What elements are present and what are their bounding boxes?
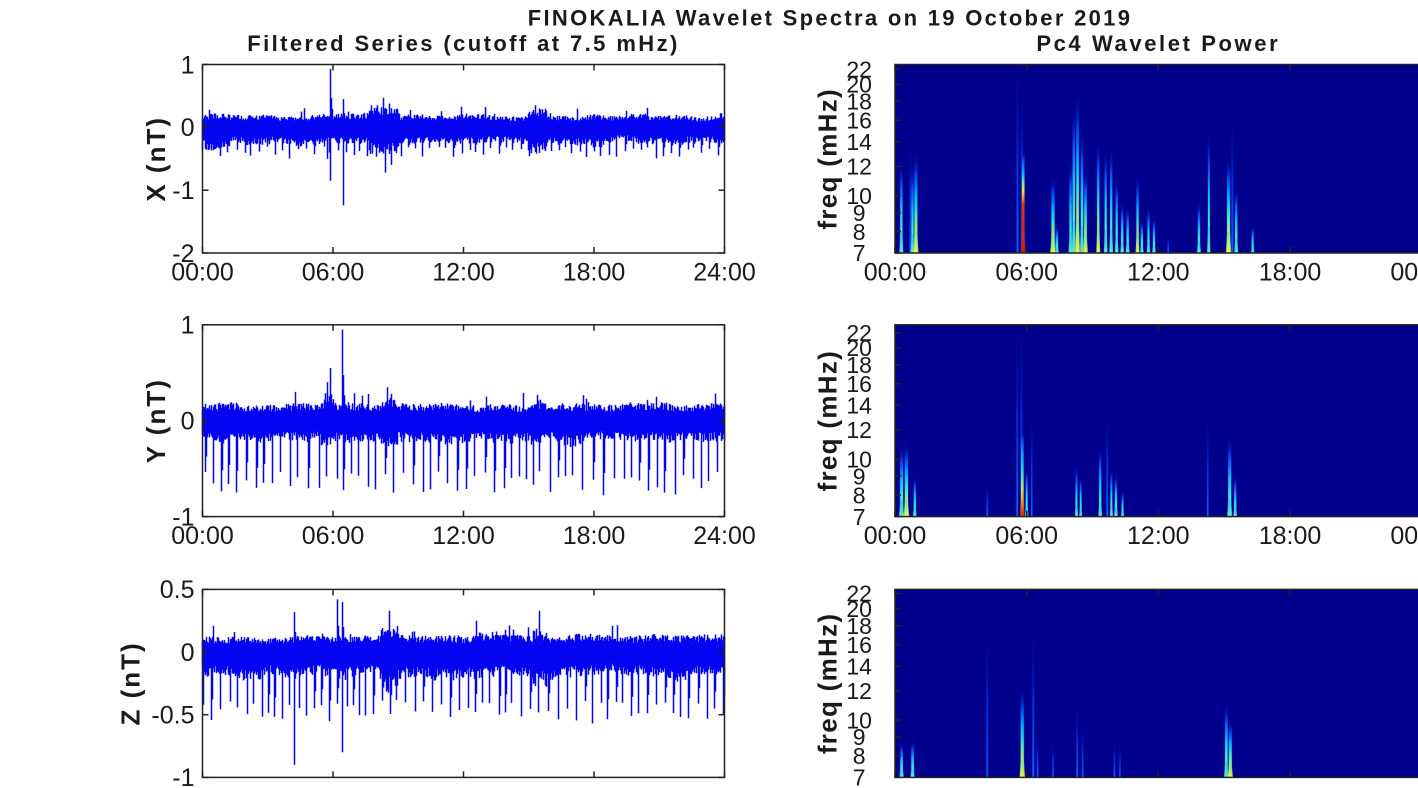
svg-text:0: 0 xyxy=(181,639,195,667)
svg-text:12:00: 12:00 xyxy=(1127,522,1190,550)
svg-text:12: 12 xyxy=(846,154,872,180)
svg-text:18:00: 18:00 xyxy=(1259,522,1322,550)
svg-text:9: 9 xyxy=(853,724,866,750)
svg-text:Filtered Series (cutoff at 7.5: Filtered Series (cutoff at 7.5 mHz) xyxy=(247,31,679,56)
svg-text:12: 12 xyxy=(846,678,872,704)
svg-text:1: 1 xyxy=(181,51,195,79)
svg-text:10: 10 xyxy=(846,447,872,473)
svg-text:18: 18 xyxy=(846,352,872,378)
svg-text:20: 20 xyxy=(846,335,872,361)
svg-text:16: 16 xyxy=(846,107,872,133)
svg-text:14: 14 xyxy=(846,393,872,419)
svg-text:06:00: 06:00 xyxy=(302,258,365,286)
svg-text:X (nT): X (nT) xyxy=(141,116,171,202)
svg-text:Y (nT): Y (nT) xyxy=(141,378,171,463)
svg-text:18: 18 xyxy=(846,89,872,115)
svg-text:freq (mHz): freq (mHz) xyxy=(813,350,843,492)
svg-text:0: 0 xyxy=(181,408,195,436)
svg-text:00:00: 00:00 xyxy=(171,258,234,286)
svg-text:8: 8 xyxy=(853,219,866,245)
svg-text:00:00: 00:00 xyxy=(1390,522,1418,550)
svg-text:Z (nT): Z (nT) xyxy=(116,641,146,725)
svg-text:00:00: 00:00 xyxy=(171,522,234,550)
svg-text:12:00: 12:00 xyxy=(1127,258,1190,286)
svg-text:0.5: 0.5 xyxy=(160,576,195,604)
svg-text:20: 20 xyxy=(846,72,872,98)
svg-text:freq (mHz): freq (mHz) xyxy=(813,613,843,755)
svg-text:freq (mHz): freq (mHz) xyxy=(813,88,843,230)
svg-text:9: 9 xyxy=(853,463,866,489)
svg-text:18:00: 18:00 xyxy=(1259,258,1322,286)
svg-text:12:00: 12:00 xyxy=(432,522,495,550)
svg-text:22: 22 xyxy=(846,320,872,346)
svg-text:12: 12 xyxy=(846,417,872,443)
svg-text:-1: -1 xyxy=(172,503,194,531)
svg-text:FINOKALIA Wavelet Spectra on 1: FINOKALIA Wavelet Spectra on 19 October … xyxy=(528,5,1133,30)
svg-text:24:00: 24:00 xyxy=(693,522,756,550)
svg-text:Pc4 Wavelet Power: Pc4 Wavelet Power xyxy=(1036,31,1280,56)
svg-text:14: 14 xyxy=(846,129,872,155)
svg-text:06:00: 06:00 xyxy=(995,522,1058,550)
svg-text:00:00: 00:00 xyxy=(864,258,927,286)
svg-text:06:00: 06:00 xyxy=(302,522,365,550)
svg-text:9: 9 xyxy=(853,200,866,226)
svg-text:8: 8 xyxy=(853,482,866,508)
svg-text:12:00: 12:00 xyxy=(432,258,495,286)
svg-text:00:00: 00:00 xyxy=(1390,258,1418,286)
svg-text:10: 10 xyxy=(846,183,872,209)
svg-text:0: 0 xyxy=(181,114,195,142)
svg-text:8: 8 xyxy=(853,743,866,769)
svg-text:14: 14 xyxy=(846,653,872,679)
svg-text:-0.5: -0.5 xyxy=(151,702,194,730)
svg-text:18:00: 18:00 xyxy=(563,258,626,286)
svg-text:7: 7 xyxy=(853,765,866,788)
svg-text:1: 1 xyxy=(181,312,195,340)
svg-text:22: 22 xyxy=(846,581,872,607)
svg-text:10: 10 xyxy=(846,707,872,733)
svg-text:-1: -1 xyxy=(172,177,194,205)
svg-text:18:00: 18:00 xyxy=(563,522,626,550)
svg-text:16: 16 xyxy=(846,371,872,397)
svg-text:18: 18 xyxy=(846,613,872,639)
svg-text:00:00: 00:00 xyxy=(864,522,927,550)
svg-text:7: 7 xyxy=(853,240,866,266)
svg-text:24:00: 24:00 xyxy=(693,258,756,286)
svg-text:16: 16 xyxy=(846,632,872,658)
svg-text:06:00: 06:00 xyxy=(995,258,1058,286)
svg-text:-1: -1 xyxy=(172,764,194,788)
svg-text:7: 7 xyxy=(853,504,866,530)
svg-text:-2: -2 xyxy=(172,240,194,268)
svg-text:20: 20 xyxy=(846,596,872,622)
svg-text:22: 22 xyxy=(846,56,872,82)
